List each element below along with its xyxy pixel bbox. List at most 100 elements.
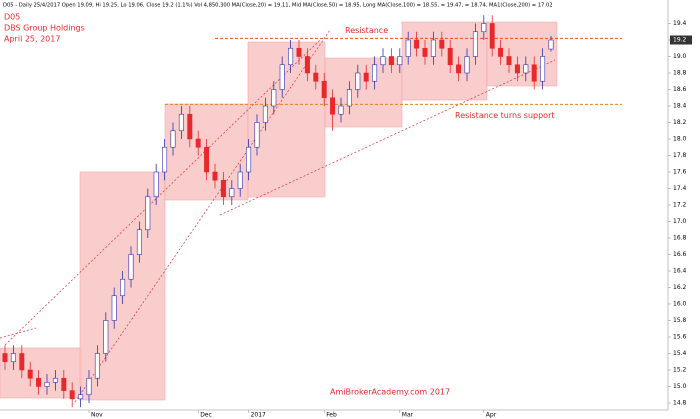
candle-body: [481, 23, 487, 33]
candle-body: [19, 353, 25, 371]
candle-body: [422, 47, 428, 57]
chart-title: DBS Group Holdings: [4, 24, 85, 33]
candle-body: [153, 171, 159, 198]
candle-body: [338, 105, 344, 115]
x-tick-label: Dec: [200, 412, 212, 419]
candle-body: [464, 56, 470, 74]
x-tick-label: Nov: [91, 412, 103, 419]
x-tick-label: Apr: [486, 412, 497, 419]
y-tick-label: 16.4: [673, 267, 687, 274]
y-tick-label: 17.4: [673, 185, 687, 192]
candle-body: [489, 23, 495, 49]
candle-body: [330, 97, 336, 115]
y-tick-label: 17.8: [673, 152, 687, 159]
candle-body: [78, 394, 84, 400]
candle-body: [346, 89, 352, 107]
y-tick-label: 17.2: [673, 201, 687, 208]
candle-body: [178, 113, 184, 132]
candle-body: [187, 113, 193, 140]
candle-body: [548, 39, 554, 50]
candle-body: [237, 171, 243, 189]
candle-body: [120, 278, 126, 297]
candle-body: [86, 377, 92, 396]
candle-body: [388, 56, 394, 66]
candle-body: [128, 254, 134, 280]
candle-body: [279, 64, 285, 90]
y-tick-label: 17.0: [673, 218, 687, 225]
candle-body: [204, 146, 210, 173]
x-tick-label: 2017: [251, 412, 266, 419]
candle-body: [27, 369, 33, 379]
candle-body: [212, 171, 218, 181]
y-tick-label: 15.4: [673, 350, 687, 357]
candle-body: [355, 72, 361, 90]
trend-line: [219, 59, 556, 216]
chart-subtitle: April 25, 2017: [4, 35, 60, 44]
y-tick-label: 15.6: [673, 333, 687, 340]
y-tick-label: 15.0: [673, 383, 687, 390]
y-tick-label: 18.0: [673, 135, 687, 142]
y-tick-label: 19.0: [673, 53, 687, 60]
candle-body: [229, 188, 235, 198]
candle-body: [94, 353, 100, 379]
candle-body: [363, 72, 369, 82]
candle-body: [2, 353, 8, 363]
candle-body: [380, 56, 386, 66]
candle-body: [321, 80, 327, 99]
y-tick-label: 18.8: [673, 69, 687, 76]
y-tick-label: 15.2: [673, 366, 687, 373]
candle-body: [304, 56, 310, 74]
y-tick-label: 16.8: [673, 234, 687, 241]
candle-body: [313, 72, 319, 82]
candle-body: [262, 105, 268, 123]
candle-body: [170, 130, 176, 148]
range-box: [324, 57, 403, 128]
y-tick-label: 18.4: [673, 102, 687, 109]
candle-body: [514, 64, 520, 74]
candle-body: [36, 377, 42, 387]
level-label: Resistance turns support: [455, 111, 555, 120]
last-price-tag: [670, 35, 692, 45]
y-tick-label: 18.6: [673, 86, 687, 93]
trend-lines: [0, 29, 556, 403]
x-tick-label: Feb: [326, 412, 337, 419]
candle-body: [61, 377, 67, 391]
range-box: [247, 41, 326, 198]
candle-body: [195, 138, 201, 148]
y-tick-label: 16.0: [673, 300, 687, 307]
candle-body: [405, 39, 411, 57]
trend-line: [74, 29, 331, 403]
candle-body: [246, 146, 252, 173]
candle-body: [523, 64, 529, 74]
candle-body: [254, 122, 260, 148]
x-tick-label: Mar: [402, 412, 414, 419]
y-tick-label: 16.6: [673, 251, 687, 258]
candle-body: [397, 56, 403, 66]
range-box: [486, 21, 558, 87]
candle-body: [103, 320, 109, 354]
watermark: AmiBrokerAcademy.com 2017: [330, 388, 450, 397]
candle-body: [531, 64, 537, 82]
candle-body: [52, 377, 58, 383]
y-tick-label: 19.4: [673, 20, 687, 27]
candle-body: [69, 390, 75, 400]
level-label: Resistance: [345, 26, 388, 35]
candle-body: [136, 229, 142, 255]
y-tick-label: 16.2: [673, 284, 687, 291]
header: D05 - Daily 25/4/2017 Open 19.09, Hi 19.…: [3, 3, 553, 9]
last-price: 19.2: [673, 36, 687, 43]
y-tick-label: 18.2: [673, 119, 687, 126]
candle-body: [540, 56, 546, 82]
candle-body: [10, 353, 16, 363]
candle-body: [472, 31, 478, 57]
range-box: [401, 21, 488, 101]
candle-body: [44, 382, 50, 387]
y-tick-label: 17.6: [673, 168, 687, 175]
trend-line: [4, 39, 321, 346]
candle-body: [145, 196, 151, 231]
candle-body: [220, 179, 226, 198]
candle-body: [447, 47, 453, 66]
symbol: D05: [4, 13, 20, 22]
candle-body: [162, 146, 168, 173]
